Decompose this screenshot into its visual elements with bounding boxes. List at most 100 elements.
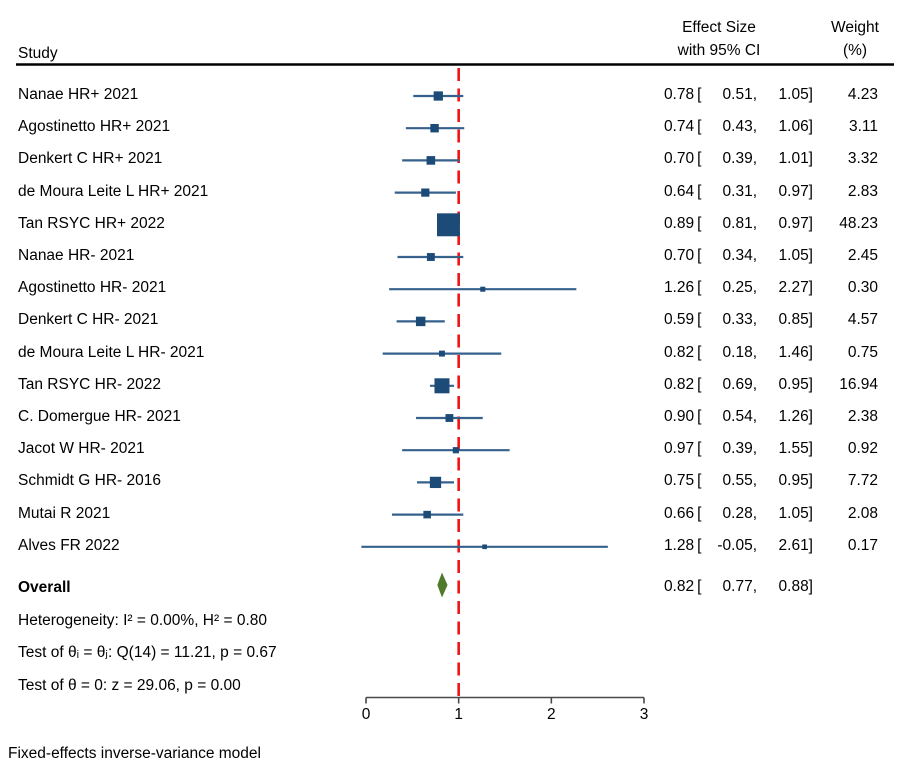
- effect-ci-value-part: [: [697, 311, 702, 329]
- effect-marker: [426, 156, 436, 165]
- weight-value: 2.38: [847, 408, 878, 425]
- effect-ci-value-part: [: [697, 375, 702, 393]
- effect-ci-value-part: [: [697, 536, 702, 554]
- effect-ci-value-part: 0.75: [663, 472, 695, 490]
- effect-ci-value-part: 0.39,: [722, 440, 758, 458]
- effect-ci-value-part: 0.95]: [778, 472, 813, 490]
- weight-value: 16.94: [839, 375, 878, 393]
- study-label: C. Domergue HR- 2021: [18, 408, 181, 425]
- effect-ci-value-part: 0.81,: [722, 214, 758, 232]
- overall-effect-ci-value: 0.82[0.77, 0.88]: [645, 577, 813, 596]
- effect-marker: [426, 253, 435, 261]
- study-label: Denkert C HR+ 2021: [18, 150, 163, 168]
- weight-value: 0.17: [847, 536, 878, 554]
- overall-effect-ci-value-part: 0.77,: [722, 578, 758, 595]
- overall-effect-ci-value-part: [: [697, 578, 702, 595]
- effect-ci-value-part: 0.97]: [778, 214, 813, 232]
- effect-ci-value-part: 1.01]: [778, 150, 813, 168]
- x-axis-tick-label: 0: [361, 706, 371, 723]
- weight-value: 3.32: [847, 150, 878, 168]
- weight-value: 4.23: [847, 86, 878, 103]
- effect-ci-value-part: 0.64: [663, 182, 695, 200]
- effect-marker: [430, 123, 439, 133]
- effect-ci-value-part: [: [697, 279, 702, 297]
- effect-ci-value-part: 2.27]: [778, 279, 813, 297]
- model-footer-note: Fixed-effects inverse-variance model: [8, 745, 261, 762]
- effect-ci-value-part: 0.95]: [778, 375, 813, 393]
- effect-ci-value-part: 0.59: [663, 311, 695, 329]
- effect-ci-value-part: 0.18,: [722, 343, 758, 361]
- effect-ci-value-part: 0.89: [663, 214, 695, 232]
- effect-ci-value-part: [: [697, 440, 702, 458]
- effect-marker: [433, 91, 443, 101]
- study-label: Nanae HR- 2021: [18, 247, 135, 264]
- study-label: Nanae HR+ 2021: [18, 86, 139, 103]
- effect-ci-value-part: 0.97: [663, 440, 695, 458]
- effect-ci-value-part: 1.28: [663, 536, 695, 554]
- effect-ci-value: 0.70[0.34, 1.05]: [645, 246, 813, 265]
- effect-marker: [437, 213, 460, 237]
- effect-ci-value-part: 1.05]: [778, 504, 813, 522]
- x-axis-tick-label: 2: [547, 706, 556, 723]
- study-label: Tan RSYC HR- 2022: [18, 375, 162, 393]
- effect-marker: [434, 378, 450, 394]
- effect-ci-value-part: [: [697, 86, 702, 103]
- effect-ci-value: 0.78[0.51, 1.05]: [645, 85, 813, 104]
- effect-ci-value-part: 1.05]: [778, 86, 813, 103]
- effect-ci-value-part: 1.46]: [778, 343, 813, 361]
- effect-ci-value-part: -0.05,: [717, 536, 758, 554]
- effect-ci-value-part: [: [697, 472, 702, 490]
- effect-marker: [480, 286, 486, 292]
- weight-value: 7.72: [847, 472, 878, 490]
- weight-value: 2.08: [847, 504, 878, 522]
- effect-size-column-header-line2: with 95% CI: [677, 42, 761, 59]
- effect-ci-value-part: 0.97]: [778, 182, 813, 200]
- effect-marker: [423, 510, 431, 519]
- overall-diamond: [437, 572, 448, 598]
- effect-ci-value-part: 0.82: [663, 375, 695, 393]
- effect-size-column-header-line1: Effect Size: [682, 19, 756, 36]
- effect-ci-value-part: 0.85]: [778, 311, 813, 329]
- weight-value: 48.23: [839, 214, 878, 232]
- effect-ci-value: 0.82[0.69, 0.95]: [645, 375, 813, 394]
- effect-ci-value-part: [: [697, 247, 702, 264]
- study-label: Jacot W HR- 2021: [18, 440, 145, 458]
- study-label: Denkert C HR- 2021: [18, 311, 159, 329]
- overall-row-label: Overall: [18, 579, 71, 596]
- effect-ci-value-part: 2.61]: [778, 536, 813, 554]
- effect-ci-value-part: 1.26: [663, 279, 695, 297]
- weight-value: 0.30: [847, 279, 878, 297]
- x-axis-tick-label: 1: [454, 706, 463, 723]
- effect-ci-value-part: 0.66: [663, 504, 695, 522]
- effect-marker: [482, 544, 487, 550]
- effect-ci-value: 0.70[0.39, 1.01]: [645, 149, 813, 168]
- weight-value: 4.57: [847, 311, 878, 329]
- effect-ci-value-part: 0.28,: [722, 504, 758, 522]
- effect-ci-value: 1.26[0.25, 2.27]: [645, 278, 813, 297]
- effect-ci-value-part: 0.43,: [722, 118, 758, 136]
- weight-column-header-line2: (%): [842, 42, 868, 59]
- effect-ci-value-part: 1.05]: [778, 247, 813, 264]
- study-label: Mutai R 2021: [18, 504, 111, 522]
- heterogeneity-stat-line: Heterogeneity: I² = 0.00%, H² = 0.80: [18, 612, 267, 629]
- effect-ci-value-part: 0.90: [663, 408, 695, 425]
- weight-value: 2.45: [847, 247, 878, 264]
- weight-value: 0.92: [847, 440, 878, 458]
- effect-ci-value-part: 1.06]: [778, 118, 813, 136]
- effect-ci-value-part: [: [697, 343, 702, 361]
- effect-ci-value: 0.74[0.43, 1.06]: [645, 117, 813, 136]
- effect-ci-value-part: 0.55,: [722, 472, 758, 490]
- effect-ci-value-part: 1.26]: [778, 408, 813, 425]
- effect-ci-value: 0.59[0.33, 0.85]: [645, 310, 813, 329]
- overall-effect-ci-value-part: 0.88]: [778, 578, 813, 595]
- effect-ci-value-part: 0.70: [663, 150, 695, 168]
- effect-marker: [439, 350, 445, 357]
- z-test-stat-line: Test of θ = 0: z = 29.06, p = 0.00: [18, 677, 241, 694]
- effect-marker: [415, 316, 426, 327]
- effect-marker: [452, 447, 459, 454]
- study-label: de Moura Leite L HR+ 2021: [18, 182, 209, 200]
- effect-ci-value-part: 0.31,: [722, 182, 758, 200]
- study-label: Tan RSYC HR+ 2022: [18, 214, 165, 232]
- effect-ci-value-part: 0.34,: [722, 247, 758, 264]
- effect-ci-value: 0.89[0.81, 0.97]: [645, 214, 813, 233]
